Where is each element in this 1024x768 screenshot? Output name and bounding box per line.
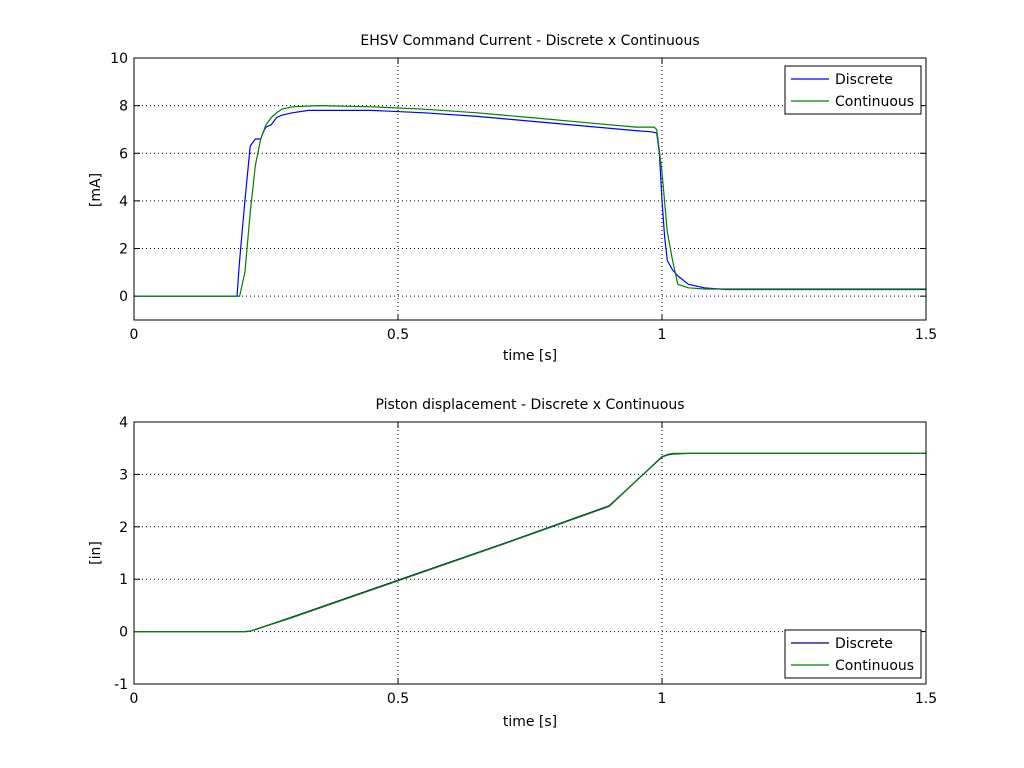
- piston-plot-legend-label-discrete: Discrete: [835, 636, 893, 652]
- piston-plot-y-tick-label: 3: [119, 467, 128, 483]
- current-plot: EHSV Command Current - Discrete x Contin…: [88, 33, 937, 364]
- piston-plot-axes-frame: [133, 421, 927, 685]
- piston-plot-y-tick-label: 0: [119, 625, 128, 641]
- piston-plot-x-tick-label: 0.5: [387, 691, 409, 707]
- current-plot-x-tick-label: 1: [658, 327, 667, 343]
- piston-plot-y-tick-label: 1: [119, 572, 128, 588]
- current-plot-legend-label-continuous: Continuous: [835, 94, 914, 110]
- current-plot-legend-box: [784, 65, 922, 115]
- current-plot-x-tick-label: 0.5: [387, 327, 409, 343]
- piston-plot-xlabel: time [s]: [503, 714, 557, 730]
- current-plot-ylabel: [mA]: [88, 173, 104, 207]
- current-plot-y-tick-label: 10: [110, 51, 128, 67]
- current-plot-y-tick-label: 0: [119, 289, 128, 305]
- current-plot-y-tick-label: 4: [119, 194, 128, 210]
- piston-plot-legend: Discrete Continuous: [784, 629, 922, 679]
- current-plot-title: EHSV Command Current - Discrete x Contin…: [360, 33, 699, 49]
- piston-plot-ylabel: [in]: [88, 541, 104, 565]
- piston-plot-legend-box: [784, 629, 922, 679]
- current-plot-series-discrete: [134, 109, 926, 297]
- current-plot-legend: Discrete Continuous: [784, 65, 922, 115]
- piston-plot-title: Piston displacement - Discrete x Continu…: [375, 397, 684, 413]
- current-plot-x-tick-label: 0: [130, 327, 139, 343]
- current-plot-legend-label-discrete: Discrete: [835, 72, 893, 88]
- piston-plot-y-tick-label: 4: [119, 415, 128, 431]
- current-plot-axes-frame: [133, 57, 927, 321]
- current-plot-x-tick-label: 1.5: [915, 327, 937, 343]
- piston-plot-x-tick-label: 1.5: [915, 691, 937, 707]
- piston-plot-y-tick-label: 2: [119, 520, 128, 536]
- current-plot-series-continuous: [134, 104, 926, 297]
- piston-plot-x-tick-label: 0: [130, 691, 139, 707]
- current-plot-y-tick-label: 6: [119, 146, 128, 162]
- current-plot-y-tick-label: 2: [119, 242, 128, 258]
- current-plot-y-tick-label: 8: [119, 99, 128, 115]
- piston-plot-series-continuous: [134, 452, 926, 633]
- current-plot-xlabel: time [s]: [503, 348, 557, 364]
- piston-plot-x-tick-label: 1: [658, 691, 667, 707]
- piston-plot-y-tick-label: -1: [114, 677, 128, 693]
- piston-plot-legend-label-continuous: Continuous: [835, 658, 914, 674]
- piston-plot: Piston displacement - Discrete x Continu…: [88, 397, 937, 730]
